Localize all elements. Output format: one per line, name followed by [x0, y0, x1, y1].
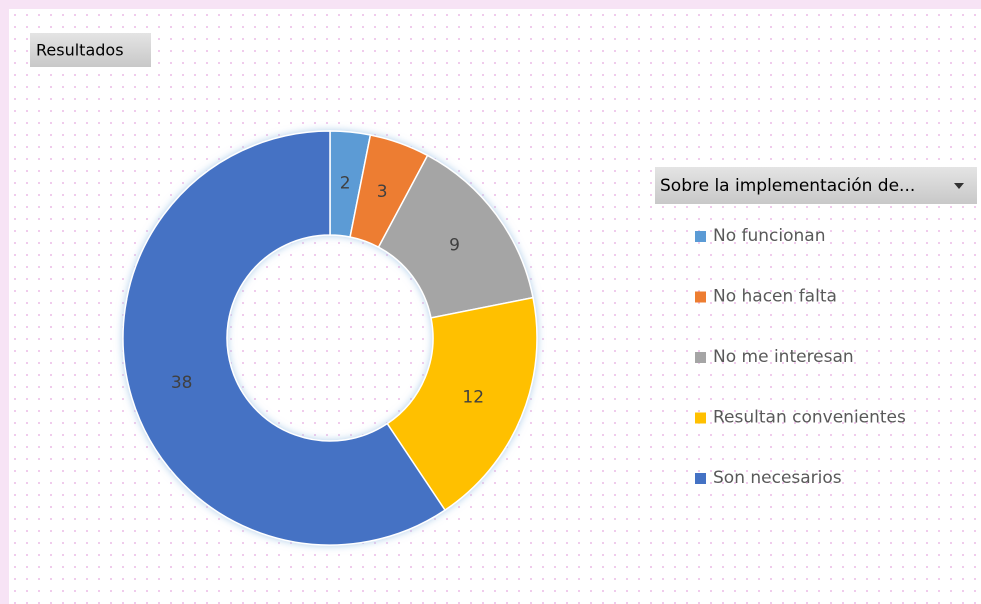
donut-slice [122, 130, 447, 546]
legend-label: No me interesan [713, 347, 854, 367]
field-button[interactable] [30, 33, 151, 67]
legend-swatch [695, 231, 706, 242]
field-button-label: Resultados [36, 41, 124, 60]
legend-label: Son necesarios [713, 468, 842, 488]
donut [122, 130, 538, 546]
legend-label: No funcionan [713, 226, 826, 246]
top-border [0, 0, 981, 9]
donut-slice [377, 154, 534, 319]
legend-title: Sobre la implementación de... [660, 176, 915, 196]
legend-label: No hacen falta [713, 287, 837, 307]
data-label: 3 [377, 182, 388, 202]
data-label: 12 [462, 387, 484, 407]
legend-swatch [695, 412, 706, 424]
legend-label: Resultan convenientes [713, 408, 906, 428]
legend-field-button[interactable] [655, 167, 977, 204]
dropdown-arrow[interactable] [954, 183, 964, 189]
legend-swatch [695, 352, 706, 363]
data-label: 38 [171, 373, 193, 393]
legend-swatch [695, 291, 706, 303]
left-border [0, 0, 9, 604]
donut-slice [386, 296, 538, 512]
legend-swatch [695, 473, 706, 484]
data-label: 2 [340, 174, 351, 194]
data-label: 9 [449, 236, 460, 256]
